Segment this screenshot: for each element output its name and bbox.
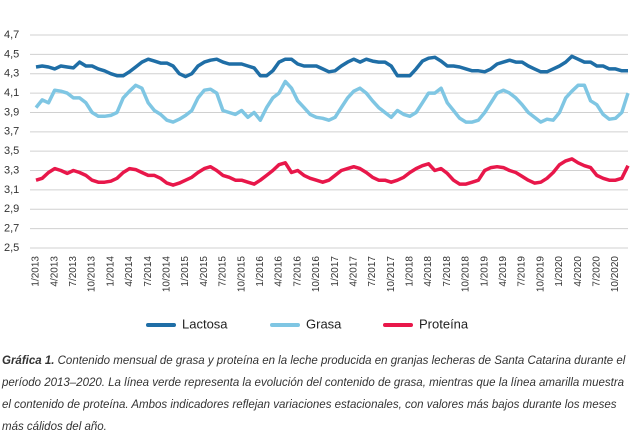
y-tick-label: 3,7 (4, 126, 19, 138)
x-tick-label: 7/2016 (292, 256, 303, 287)
x-tick-label: 4/2014 (124, 256, 135, 287)
x-tick-label: 10/2015 (236, 256, 247, 293)
x-tick-label: 10/2020 (610, 256, 621, 293)
caption: Gráfica 1. Contenido mensual de grasa y … (2, 350, 632, 438)
x-tick-label: 1/2014 (105, 256, 116, 287)
x-tick-label: 4/2020 (573, 256, 584, 287)
x-tick-label: 1/2015 (180, 256, 191, 287)
x-tick-label: 7/2017 (367, 256, 378, 287)
x-tick-label: 4/2016 (274, 256, 285, 287)
x-tick-label: 7/2014 (143, 256, 154, 287)
caption-label: Gráfica 1. (2, 355, 55, 367)
x-tick-label: 1/2020 (554, 256, 565, 287)
legend-label: Lactosa (182, 316, 228, 331)
y-tick-label: 4,3 (4, 68, 19, 80)
legend-label: Grasa (306, 316, 342, 331)
x-tick-label: 1/2018 (405, 256, 416, 287)
x-tick-label: 4/2013 (49, 256, 60, 287)
y-tick-label: 3,5 (4, 145, 19, 157)
x-tick-label: 4/2017 (348, 256, 359, 287)
x-tick-label: 7/2020 (591, 256, 602, 287)
legend-label: Proteína (419, 316, 469, 331)
series-line (35, 54, 628, 79)
y-tick-label: 2,7 (4, 223, 19, 235)
x-tick-label: 1/2016 (255, 256, 266, 287)
y-tick-label: 4,7 (4, 29, 19, 41)
x-tick-label: 4/2019 (498, 256, 509, 287)
y-tick-label: 2,5 (4, 242, 19, 254)
x-tick-label: 10/2013 (87, 256, 98, 293)
series-line (34, 79, 630, 124)
x-tick-label: 7/2019 (517, 256, 528, 287)
x-tick-label: 4/2018 (423, 256, 434, 287)
x-tick-label: 7/2013 (68, 256, 79, 287)
caption-text: Contenido mensual de grasa y proteína en… (2, 355, 626, 433)
y-tick-label: 4,1 (4, 87, 19, 99)
x-tick-label: 10/2014 (162, 256, 173, 293)
y-tick-label: 2,9 (4, 203, 19, 215)
x-tick-label: 1/2013 (31, 256, 42, 287)
x-tick-label: 1/2019 (479, 256, 490, 287)
x-tick-label: 7/2018 (442, 256, 453, 287)
x-tick-label: 10/2018 (461, 256, 472, 293)
x-tick-label: 7/2015 (218, 256, 229, 287)
y-tick-label: 3,3 (4, 164, 19, 176)
y-tick-label: 3,9 (4, 106, 19, 118)
y-tick-label: 3,1 (4, 184, 19, 196)
x-tick-label: 10/2017 (386, 256, 397, 293)
x-tick-label: 10/2016 (311, 256, 322, 293)
x-tick-label: 10/2019 (535, 256, 546, 293)
chart: 2,5 2,7 2,9 3,1 3,3 3,5 3,7 3,9 4,1 4,3 4,5 4,7 1/20… (4, 29, 630, 331)
x-tick-label: 4/2015 (199, 256, 210, 287)
y-tick-label: 4,5 (4, 48, 19, 60)
series-line (35, 157, 630, 187)
x-tick-label: 1/2017 (330, 256, 341, 287)
